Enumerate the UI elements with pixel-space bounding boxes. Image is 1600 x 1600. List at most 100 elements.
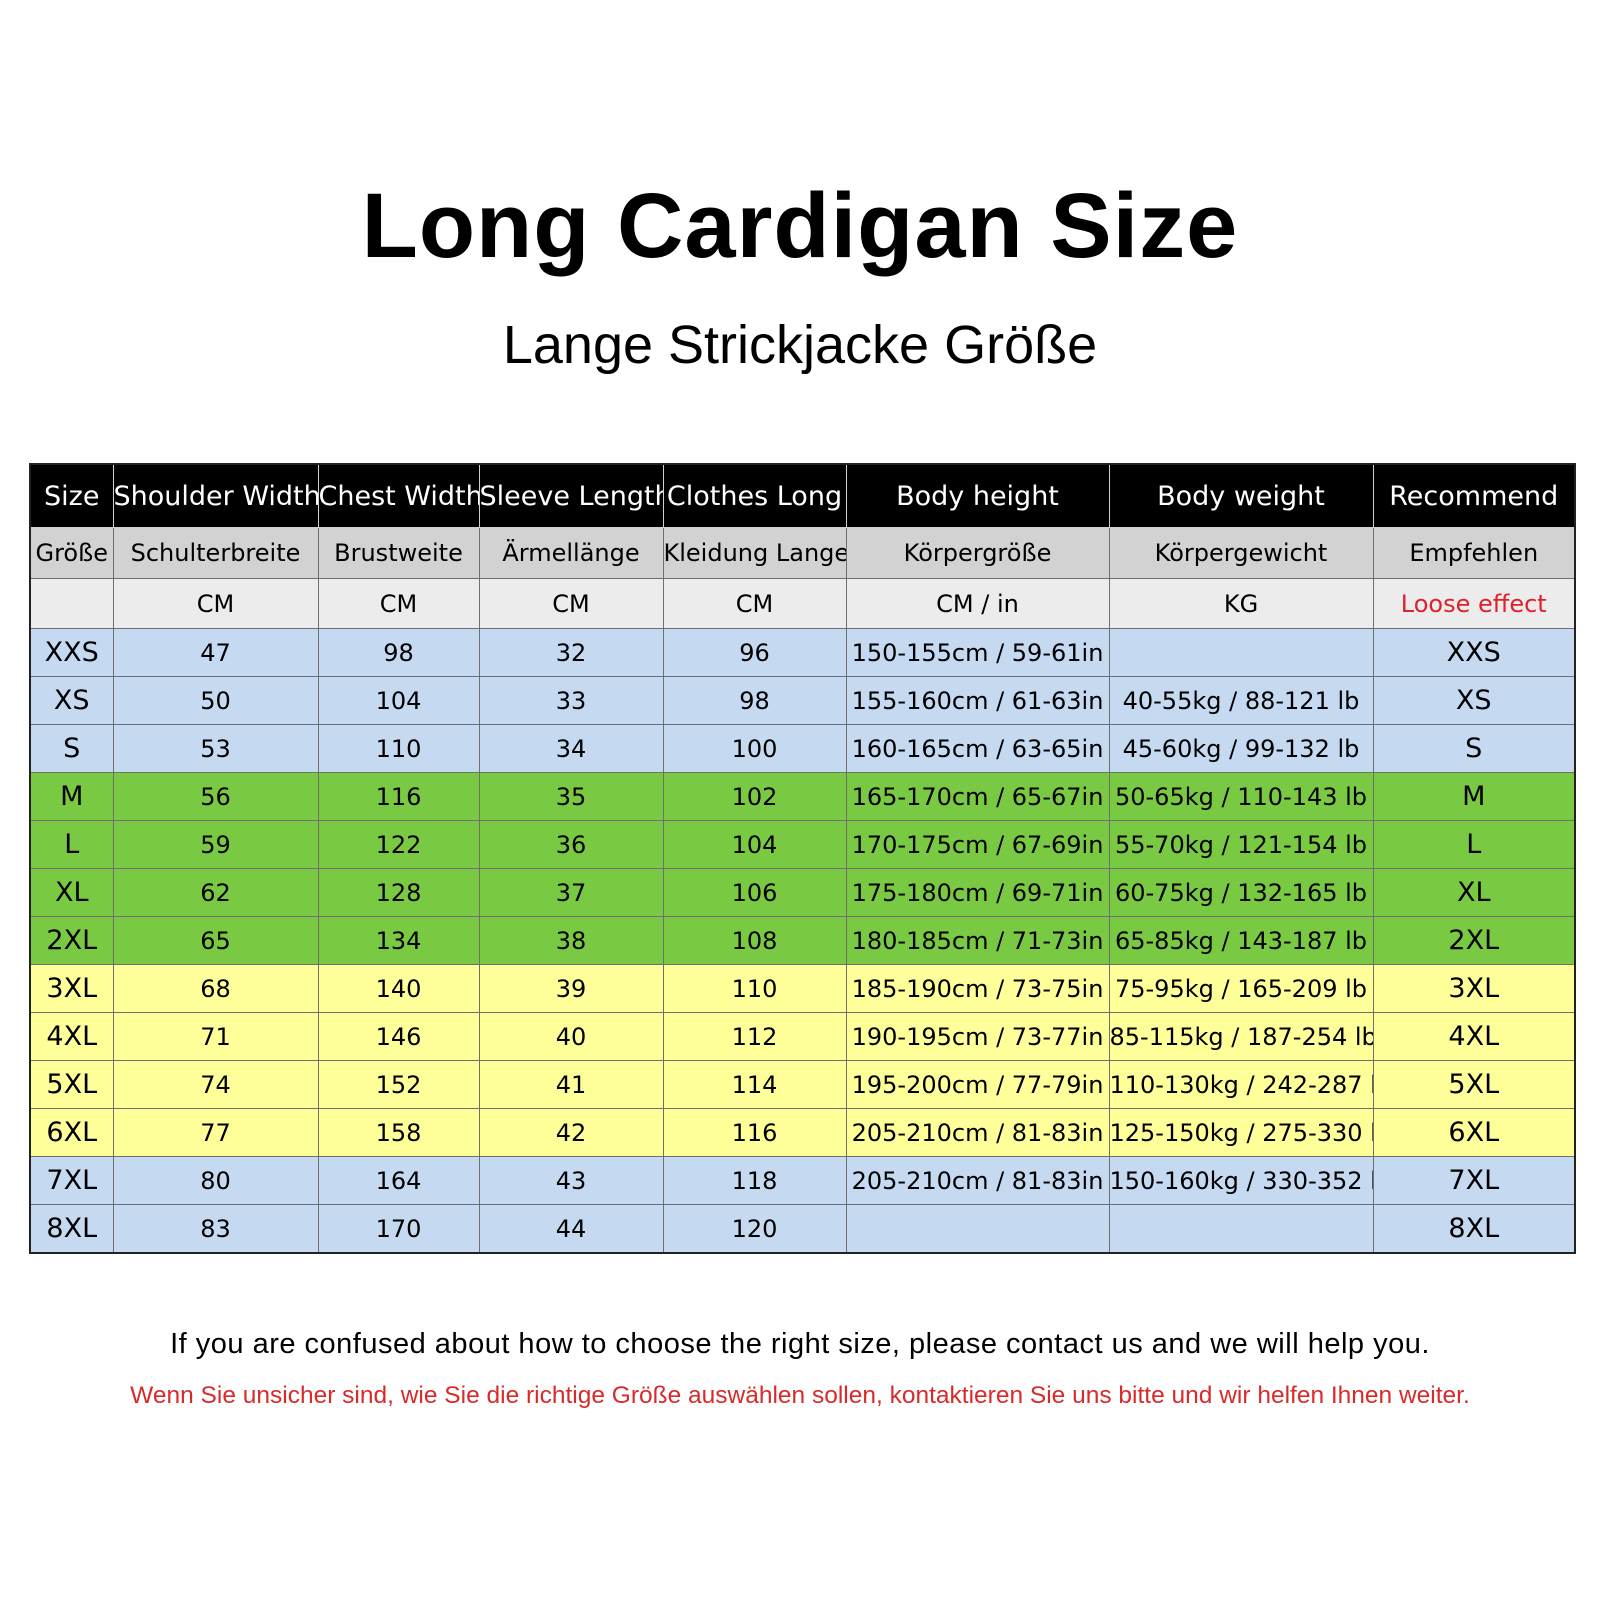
cell-weight: 40-55kg / 88-121 lb (1108, 676, 1374, 725)
header-de-sleeve: Ärmellänge (478, 527, 664, 579)
cell-height: 175-180cm / 69-71in (845, 868, 1110, 917)
cell-sleeve: 42 (478, 1108, 664, 1157)
cell-recommend: 8XL (1372, 1204, 1576, 1254)
unit-size (29, 578, 114, 629)
cell-weight (1108, 628, 1374, 677)
cell-weight: 45-60kg / 99-132 lb (1108, 724, 1374, 773)
cell-chest: 128 (317, 868, 480, 917)
table-row: 5XL 74 152 41 114 195-200cm / 77-79in 110-130k… (29, 1060, 1576, 1109)
cell-weight (1108, 1204, 1374, 1254)
cell-height: 195-200cm / 77-79in (845, 1060, 1110, 1109)
cell-clothes: 120 (662, 1204, 847, 1254)
cell-sleeve: 43 (478, 1156, 664, 1205)
cell-size: 3XL (29, 964, 114, 1013)
cell-shoulder: 65 (112, 916, 319, 965)
cell-height: 190-195cm / 73-77in (845, 1012, 1110, 1061)
header-body-height: Body height (845, 463, 1110, 528)
cell-height: 180-185cm / 71-73in (845, 916, 1110, 965)
cell-weight: 85-115kg / 187-254 lb (1108, 1012, 1374, 1061)
cell-chest: 146 (317, 1012, 480, 1061)
cell-weight: 125-150kg / 275-330 lb (1108, 1108, 1374, 1157)
cell-shoulder: 53 (112, 724, 319, 773)
cell-height: 205-210cm / 81-83in (845, 1156, 1110, 1205)
cell-size: 5XL (29, 1060, 114, 1109)
cell-size: L (29, 820, 114, 869)
cell-clothes: 106 (662, 868, 847, 917)
cell-sleeve: 36 (478, 820, 664, 869)
cell-shoulder: 62 (112, 868, 319, 917)
cell-recommend: L (1372, 820, 1576, 869)
cell-shoulder: 68 (112, 964, 319, 1013)
unit-sleeve: CM (478, 578, 664, 629)
unit-shoulder: CM (112, 578, 319, 629)
header-de-weight: Körpergewicht (1108, 527, 1374, 579)
cell-height: 185-190cm / 73-75in (845, 964, 1110, 1013)
table-row: XL 62 128 37 106 175-180cm / 69-71in 60-75kg /… (29, 868, 1576, 917)
cell-height (845, 1204, 1110, 1254)
cell-clothes: 96 (662, 628, 847, 677)
header-de-clothes: Kleidung Lange (662, 527, 847, 579)
table-row: 8XL 83 170 44 120 8XL (29, 1204, 1576, 1254)
header-row-de: Größe Schulterbreite Brustweite Ärmellän… (29, 527, 1576, 579)
cell-sleeve: 41 (478, 1060, 664, 1109)
header-clothes-long: Clothes Long (662, 463, 847, 528)
cell-recommend: 5XL (1372, 1060, 1576, 1109)
cell-chest: 116 (317, 772, 480, 821)
page-subtitle: Lange Strickjacke Größe (502, 315, 1098, 375)
header-de-shoulder: Schulterbreite (112, 527, 319, 579)
cell-recommend: 7XL (1372, 1156, 1576, 1205)
cell-clothes: 110 (662, 964, 847, 1013)
unit-chest: CM (317, 578, 480, 629)
table-row: 3XL 68 140 39 110 185-190cm / 73-75in 75-95kg … (29, 964, 1576, 1013)
cell-recommend: M (1372, 772, 1576, 821)
cell-clothes: 102 (662, 772, 847, 821)
cell-height: 160-165cm / 63-65in (845, 724, 1110, 773)
size-chart-table: Size Shoulder Width Chest Width Sleeve L… (29, 463, 1576, 1254)
cell-chest: 134 (317, 916, 480, 965)
cell-weight: 75-95kg / 165-209 lb (1108, 964, 1374, 1013)
cell-clothes: 100 (662, 724, 847, 773)
cell-shoulder: 50 (112, 676, 319, 725)
cell-size: XXS (29, 628, 114, 677)
cell-clothes: 116 (662, 1108, 847, 1157)
cell-weight: 50-65kg / 110-143 lb (1108, 772, 1374, 821)
cell-sleeve: 39 (478, 964, 664, 1013)
header-sleeve-length: Sleeve Length (478, 463, 664, 528)
unit-height: CM / in (845, 578, 1110, 629)
header-chest-width: Chest Width (317, 463, 480, 528)
cell-size: XS (29, 676, 114, 725)
cell-shoulder: 71 (112, 1012, 319, 1061)
cell-chest: 170 (317, 1204, 480, 1254)
cell-size: 2XL (29, 916, 114, 965)
cell-weight: 60-75kg / 132-165 lb (1108, 868, 1374, 917)
header-recommend: Recommend (1372, 463, 1576, 528)
cell-shoulder: 59 (112, 820, 319, 869)
unit-loose-effect: Loose effect (1372, 578, 1576, 629)
cell-weight: 150-160kg / 330-352 lb (1108, 1156, 1374, 1205)
cell-recommend: XXS (1372, 628, 1576, 677)
header-shoulder-width: Shoulder Width (112, 463, 319, 528)
cell-recommend: 4XL (1372, 1012, 1576, 1061)
cell-size: 4XL (29, 1012, 114, 1061)
header-de-chest: Brustweite (317, 527, 480, 579)
cell-clothes: 112 (662, 1012, 847, 1061)
cell-clothes: 118 (662, 1156, 847, 1205)
cell-clothes: 104 (662, 820, 847, 869)
cell-sleeve: 40 (478, 1012, 664, 1061)
cell-recommend: XS (1372, 676, 1576, 725)
cell-shoulder: 56 (112, 772, 319, 821)
header-de-size: Größe (29, 527, 114, 579)
header-size: Size (29, 463, 114, 528)
table-body: XXS 47 98 32 96 150-155cm / 59-61in XXS XS 50 104… (29, 628, 1576, 1254)
cell-chest: 164 (317, 1156, 480, 1205)
cell-shoulder: 74 (112, 1060, 319, 1109)
table-row: S 53 110 34 100 160-165cm / 63-65in 45-60kg / … (29, 724, 1576, 773)
table-row: 6XL 77 158 42 116 205-210cm / 81-83in 125-150k… (29, 1108, 1576, 1157)
table-row: 2XL 65 134 38 108 180-185cm / 71-73in 65-85kg … (29, 916, 1576, 965)
cell-recommend: 2XL (1372, 916, 1576, 965)
cell-recommend: S (1372, 724, 1576, 773)
cell-height: 165-170cm / 65-67in (845, 772, 1110, 821)
cell-height: 205-210cm / 81-83in (845, 1108, 1110, 1157)
cell-height: 150-155cm / 59-61in (845, 628, 1110, 677)
cell-height: 155-160cm / 61-63in (845, 676, 1110, 725)
